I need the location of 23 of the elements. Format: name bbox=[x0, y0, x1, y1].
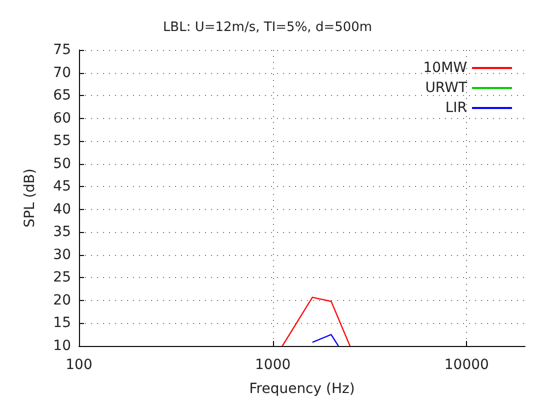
y-tick-label: 30 bbox=[53, 246, 71, 263]
x-tick-label: 1000 bbox=[255, 357, 291, 373]
y-tick-label: 35 bbox=[53, 224, 71, 240]
x-tick-label: 100 bbox=[66, 357, 92, 373]
legend-label: 10MW bbox=[423, 60, 468, 76]
y-tick-label: 75 bbox=[53, 42, 71, 58]
y-tick-label: 40 bbox=[53, 201, 71, 218]
y-tick-label: 20 bbox=[53, 292, 71, 308]
x-tick-label: 10000 bbox=[444, 357, 489, 373]
legend-label: LIR bbox=[445, 100, 468, 116]
y-tick-label: 60 bbox=[53, 110, 71, 126]
y-tick-label: 15 bbox=[53, 315, 71, 332]
legend-label: URWT bbox=[425, 80, 468, 96]
y-tick-label: 50 bbox=[53, 156, 71, 172]
y-tick-label: 25 bbox=[53, 270, 71, 286]
y-tick-label: 65 bbox=[53, 88, 71, 104]
y-axis-title: SPL (dB) bbox=[22, 168, 38, 228]
y-tick-label: 55 bbox=[53, 133, 71, 150]
chart-title: LBL: U=12m/s, TI=5%, d=500m bbox=[162, 20, 372, 35]
x-axis-title: Frequency (Hz) bbox=[249, 381, 355, 397]
y-tick-label: 10 bbox=[53, 338, 71, 354]
y-tick-label: 70 bbox=[53, 64, 71, 81]
y-tick-label: 45 bbox=[53, 178, 71, 195]
